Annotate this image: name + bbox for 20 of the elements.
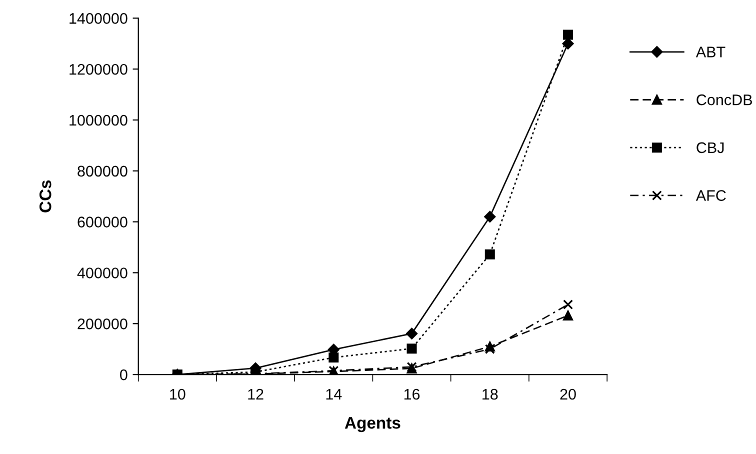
legend-label: ConcDB — [696, 94, 752, 106]
y-tick-label: 1400000 — [70, 13, 128, 24]
x-tick-label: 10 — [170, 388, 186, 400]
legend-label: AFC — [696, 190, 726, 201]
y-tick-label: 600000 — [78, 216, 128, 228]
x-tick-label: 20 — [560, 388, 576, 400]
legend-label: ABT — [696, 46, 726, 58]
y-tick-label: 1000000 — [70, 114, 128, 126]
y-tick-label: 400000 — [77, 268, 128, 278]
x-tick-label: 14 — [326, 389, 342, 400]
x-tick-label: 18 — [482, 388, 498, 400]
x-tick-label: 16 — [404, 388, 420, 400]
x-tick-label: 12 — [248, 388, 264, 400]
y-axis-title: CCs — [39, 180, 52, 212]
legend-label: CBJ — [696, 142, 724, 154]
y-tick-label: 0 — [120, 369, 128, 380]
x-axis-title: Agents — [344, 417, 400, 432]
y-tick-label: 800000 — [78, 166, 128, 177]
y-tick-label: 1200000 — [70, 64, 128, 75]
y-tick-label: 200000 — [78, 318, 128, 330]
